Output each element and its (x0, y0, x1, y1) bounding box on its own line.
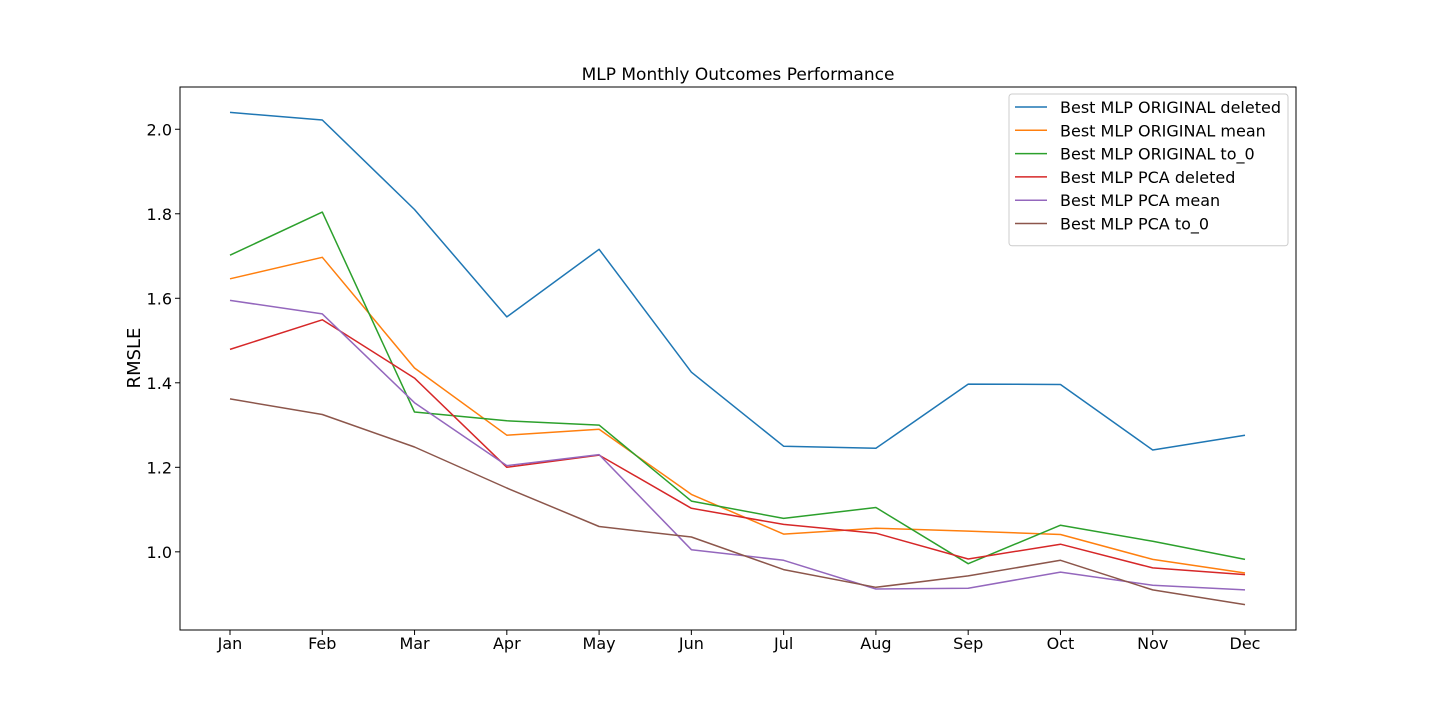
y-tick-label: 1.2 (147, 458, 172, 477)
x-tick-label: Aug (860, 634, 891, 653)
x-tick-label: Jun (678, 634, 704, 653)
series-line-5 (229, 299, 1246, 591)
legend-box (1008, 93, 1289, 247)
x-tick-label: Apr (493, 634, 521, 653)
legend-label: Best MLP ORIGINAL deleted (1060, 98, 1281, 117)
x-tick-label: Mar (399, 634, 430, 653)
x-tick-label: Nov (1137, 634, 1168, 653)
x-axis: Jan Feb Mar Apr May Jun Jul Aug Sep Oct Nov Dec (217, 630, 1261, 653)
y-tick-label: 1.4 (147, 374, 172, 393)
y-tick-label: 2.0 (147, 120, 172, 139)
y-axis-label: RMSLE (124, 328, 145, 389)
legend-label: Best MLP ORIGINAL mean (1060, 121, 1266, 140)
y-tick-label: 1.8 (147, 205, 172, 224)
y-axis: 1.0 1.2 1.4 1.6 1.8 2.0 (147, 120, 180, 562)
series-layer (229, 111, 1246, 606)
series-line-3 (229, 211, 1246, 565)
legend-label: Best MLP ORIGINAL to_0 (1060, 145, 1255, 165)
chart-title: MLP Monthly Outcomes Performance (582, 65, 895, 85)
x-tick-label: Jan (217, 634, 243, 653)
y-tick-label: 1.0 (147, 543, 172, 562)
x-tick-label: Dec (1230, 634, 1261, 653)
legend-label: Best MLP PCA to_0 (1060, 215, 1209, 235)
plot-frame (179, 86, 1297, 631)
series-line-2 (229, 256, 1246, 574)
series-line-6 (229, 398, 1246, 606)
legend-label: Best MLP PCA mean (1060, 191, 1220, 210)
legend-label: Best MLP PCA deleted (1060, 168, 1235, 187)
x-tick-label: Jul (773, 634, 793, 653)
x-tick-label: Feb (308, 634, 336, 653)
x-tick-label: Oct (1047, 634, 1075, 653)
x-tick-label: May (583, 634, 616, 653)
y-tick-label: 1.6 (147, 289, 172, 308)
series-line-1 (229, 111, 1246, 451)
legend: Best MLP ORIGINAL deleted Best MLP ORIGIN… (1008, 93, 1289, 247)
x-tick-label: Sep (953, 634, 983, 653)
series-line-4 (229, 319, 1246, 576)
